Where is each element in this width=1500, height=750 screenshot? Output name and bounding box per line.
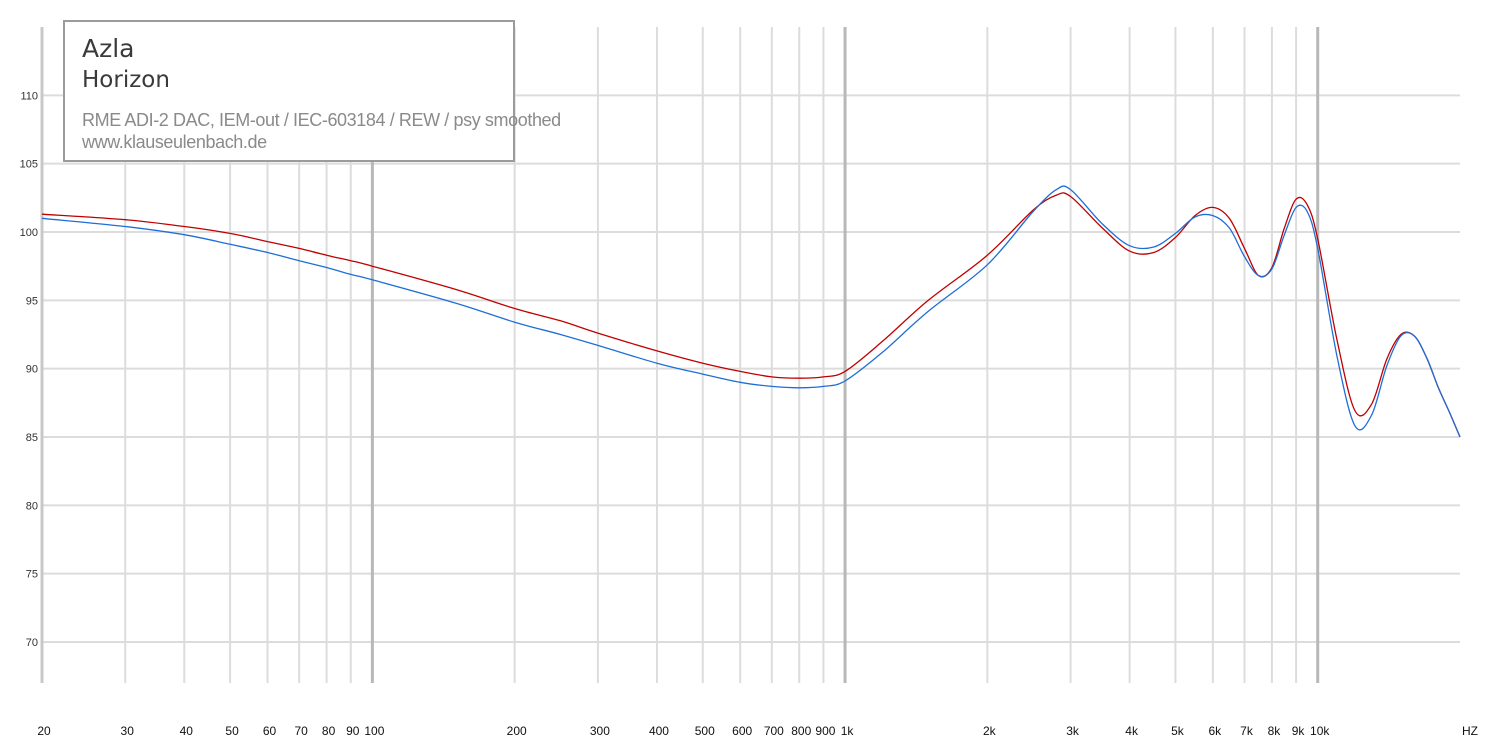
y-tick-label: 75 [26,569,38,581]
x-tick-label: 200 [507,724,527,738]
y-tick-label: 85 [26,432,38,444]
x-tick-label: 800 [791,724,811,738]
x-tick-label: 80 [322,724,336,738]
x-tick-label: 300 [590,724,610,738]
x-tick-label: 30 [121,724,135,738]
x-tick-label: 20 [37,724,51,738]
y-tick-label: 105 [20,159,38,171]
x-tick-label: 10k [1310,724,1330,738]
x-tick-label: 400 [649,724,669,738]
x-tick-label: 90 [346,724,360,738]
y-axis-tick-labels: 70 75 80 85 90 95 100 105 110 [20,90,38,649]
y-tick-label: 90 [26,364,38,376]
x-tick-label: 9k [1292,724,1306,738]
x-tick-label: 50 [225,724,239,738]
x-tick-label: 5k [1171,724,1185,738]
y-tick-label: 80 [26,500,38,512]
x-tick-label: 1k [841,724,855,738]
x-tick-label: 900 [815,724,835,738]
x-tick-label: 6k [1209,724,1223,738]
y-tick-label: 95 [26,295,38,307]
x-tick-label: 8k [1268,724,1282,738]
red-channel-curve [41,192,1461,438]
x-tick-label: 3k [1066,724,1080,738]
x-tick-label: 60 [263,724,277,738]
y-tick-label: 110 [20,90,38,102]
measurement-setup: RME ADI-2 DAC, IEM-out / IEC-603184 / RE… [82,110,561,130]
model-name: Horizon [82,67,170,93]
y-tick-label: 100 [20,227,38,239]
response-curves [41,185,1461,438]
x-axis-unit-label: HZ [1462,724,1478,738]
x-tick-label: 70 [294,724,308,738]
x-tick-label: 100 [364,724,384,738]
brand-name: Azla [82,34,135,63]
legend-info-box: Azla Horizon RME ADI-2 DAC, IEM-out / IE… [63,20,561,162]
website: www.klauseulenbach.de [82,132,267,152]
blue-channel-curve [41,185,1461,438]
horizontal-gridlines [42,94,1460,643]
x-tick-label: 2k [983,724,997,738]
x-tick-label: 600 [732,724,752,738]
y-tick-label: 70 [26,637,38,649]
x-tick-label: 700 [764,724,784,738]
x-tick-label: 4k [1125,724,1139,738]
x-tick-label: 7k [1240,724,1254,738]
x-tick-label: 40 [180,724,194,738]
x-axis-tick-labels: 20 30 40 50 60 70 80 90 100 200 300 400 500 600 700 800… [37,724,1330,738]
x-tick-label: 500 [695,724,715,738]
